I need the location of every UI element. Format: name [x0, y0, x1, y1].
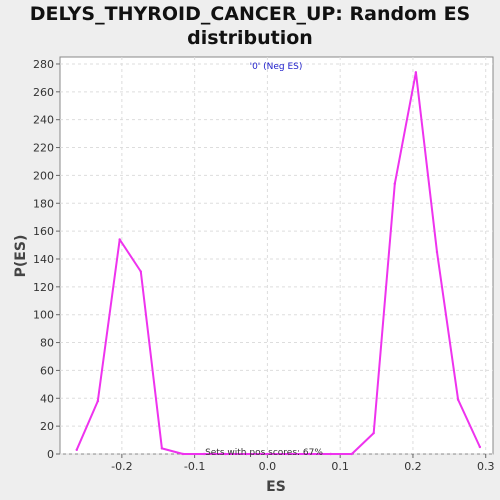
data-point	[350, 452, 354, 456]
annotation-bottom: Sets with pos scores: 67%	[205, 448, 323, 458]
x-tick-label: 0.1	[331, 460, 349, 473]
data-point	[75, 448, 78, 452]
data-point	[478, 445, 482, 449]
y-tick-label: 100	[33, 309, 54, 322]
data-point	[308, 452, 311, 456]
y-tick-label: 120	[33, 281, 54, 294]
y-tick-label: 80	[40, 337, 54, 350]
data-point	[202, 452, 206, 456]
x-tick-label: 0.2	[404, 460, 422, 473]
data-point	[96, 399, 100, 403]
data-point	[435, 250, 439, 254]
y-tick-label: 140	[33, 253, 54, 266]
x-axis-label: ES	[266, 479, 286, 495]
data-point	[372, 431, 375, 435]
data-point	[456, 398, 460, 401]
annotation-top: '0' (Neg ES)	[250, 62, 303, 72]
y-tick-label: 160	[33, 225, 54, 238]
data-point	[160, 447, 164, 450]
series-line	[75, 71, 481, 455]
y-tick-label: 200	[33, 169, 54, 182]
data-point	[393, 182, 396, 185]
y-axis: 0 20 40 60 80 100 120 140 160 180 200 220 240 260 280	[33, 58, 60, 461]
x-tick-label: 0.3	[477, 460, 495, 473]
y-tick-label: 260	[33, 86, 54, 99]
data-point	[118, 238, 121, 241]
y-tick-label: 60	[40, 364, 54, 377]
x-tick-label: -0.2	[111, 460, 132, 473]
x-tick-label: 0.0	[259, 460, 277, 473]
data-point	[181, 452, 185, 456]
data-point	[139, 270, 142, 273]
data-point	[287, 452, 290, 456]
data-point	[414, 71, 418, 74]
chart-title: DELYS_THYROID_CANCER_UP: Random ES distr…	[29, 3, 471, 49]
y-tick-label: 180	[33, 197, 54, 210]
y-tick-label: 40	[40, 392, 54, 405]
data-point	[223, 452, 227, 456]
x-tick-label: -0.1	[184, 460, 205, 473]
data-point	[245, 452, 248, 456]
y-tick-label: 240	[33, 114, 54, 127]
plot-area	[59, 56, 494, 455]
y-tick-label: 0	[47, 448, 54, 461]
y-tick-label: 220	[33, 142, 54, 155]
series-layer	[75, 71, 482, 456]
gridlines	[60, 57, 493, 455]
y-tick-label: 280	[33, 58, 54, 71]
data-point	[329, 452, 332, 456]
x-axis: -0.2 -0.1 0.0 0.1 0.2 0.3	[111, 454, 494, 473]
y-axis-label: P(ES)	[13, 235, 29, 278]
data-point	[266, 452, 269, 456]
y-tick-label: 20	[40, 420, 54, 433]
